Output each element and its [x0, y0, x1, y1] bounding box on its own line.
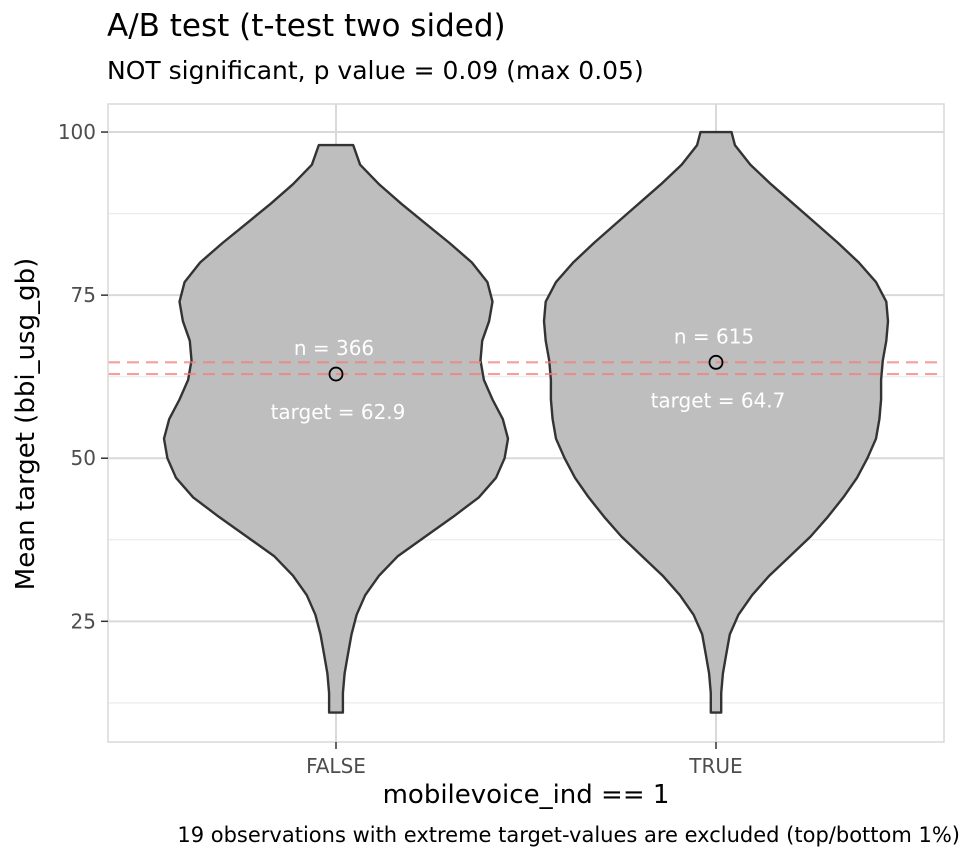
violin-true [542, 130, 890, 714]
x-tick-label: FALSE [306, 754, 366, 778]
y-tick-label: 75 [71, 283, 96, 307]
chart-subtitle: NOT significant, p value = 0.09 (max 0.0… [107, 56, 644, 85]
y-tick-label: 100 [58, 120, 96, 144]
violin-false [162, 143, 510, 714]
mean-point-true [708, 354, 724, 370]
chart-title: A/B test (t-test two sided) [107, 8, 506, 44]
target-label-false: target = 62.9 [271, 400, 406, 424]
n-label-false: n = 366 [294, 336, 374, 360]
n-label-true: n = 615 [674, 324, 754, 348]
y-tick-label: 50 [71, 446, 96, 470]
x-tick-label: TRUE [688, 754, 742, 778]
x-axis-label: mobilevoice_ind == 1 [382, 780, 670, 810]
y-tick-label: 25 [71, 609, 96, 633]
chart-caption: 19 observations with extreme target-valu… [177, 823, 960, 847]
y-axis-label: Mean target (bbi_usg_gb) [11, 257, 41, 591]
target-label-true: target = 64.7 [651, 388, 786, 412]
panel-border [107, 103, 945, 743]
mean-point-false [328, 366, 344, 382]
